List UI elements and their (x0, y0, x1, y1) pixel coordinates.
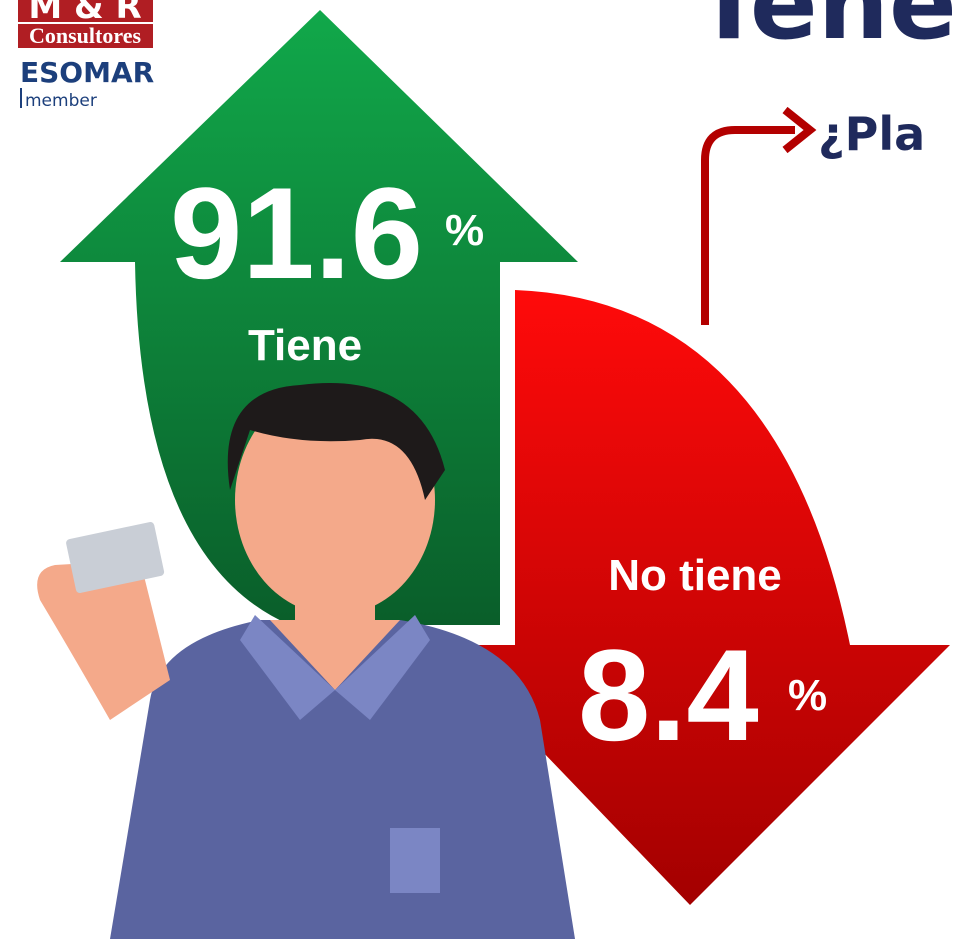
up-arrow (60, 10, 578, 625)
connector (701, 126, 795, 325)
unit: % (788, 671, 827, 720)
logo-box (18, 24, 153, 48)
unit: % (445, 206, 484, 255)
value: 8.4 (578, 622, 759, 768)
label: Tiene (248, 321, 362, 370)
person (37, 383, 575, 939)
logo-association: ESOMAR (20, 56, 154, 89)
down-arrow (440, 290, 950, 905)
label: No tiene (608, 551, 782, 600)
value: 91.6 (170, 160, 423, 306)
question: ¿Pla (818, 107, 925, 161)
logo-box (18, 0, 153, 22)
logo-member: member (25, 91, 97, 111)
logo-name: M & R (28, 0, 141, 27)
title: Tenen (695, 0, 963, 62)
connector-head (782, 106, 817, 154)
logo-subtitle: Consultores (29, 23, 141, 48)
